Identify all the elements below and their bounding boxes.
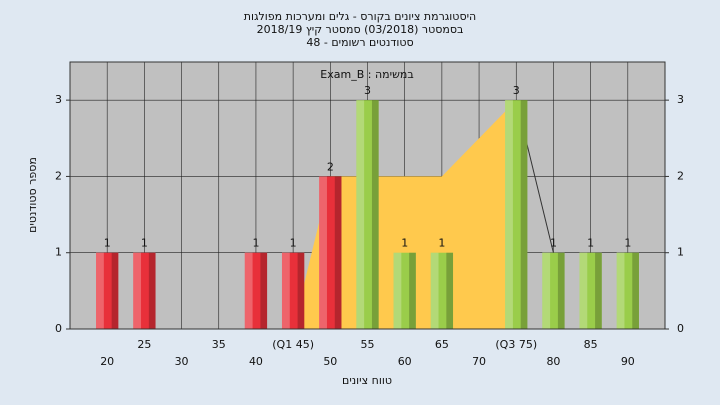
data-label: 1 bbox=[401, 237, 408, 250]
bar bbox=[393, 252, 416, 329]
bar bbox=[244, 252, 268, 329]
y2-tick-label: 3 bbox=[677, 93, 684, 106]
annotation: במשימה : Exam_B bbox=[320, 68, 413, 81]
y-tick-label: 2 bbox=[55, 169, 62, 182]
bar bbox=[96, 252, 119, 329]
x-tick-label: (Q3 75) bbox=[495, 338, 537, 351]
bar bbox=[133, 252, 156, 329]
title-line: בסמסטר (03/2018) סמסטר קיץ 2018/19 bbox=[257, 23, 464, 36]
y-tick-label: 0 bbox=[55, 322, 62, 335]
data-label: 3 bbox=[513, 84, 520, 97]
data-label: 1 bbox=[141, 237, 148, 250]
x-tick-label: 25 bbox=[137, 338, 151, 351]
x-tick-label: 30 bbox=[175, 355, 189, 368]
bar bbox=[281, 252, 305, 329]
x-tick-label: 90 bbox=[621, 355, 635, 368]
y-axis-label: מספר סטודנטים bbox=[26, 157, 39, 233]
bar bbox=[505, 100, 528, 330]
bar bbox=[356, 100, 379, 330]
bar bbox=[319, 176, 342, 329]
data-label: 1 bbox=[438, 237, 445, 250]
title-line: סטודנטים רשומים - 48 bbox=[306, 36, 413, 49]
data-label: 1 bbox=[550, 237, 557, 250]
data-label: 1 bbox=[587, 237, 594, 250]
x-tick-label: 70 bbox=[472, 355, 486, 368]
bar bbox=[542, 252, 565, 329]
data-label: 2 bbox=[327, 160, 334, 173]
data-label: 1 bbox=[104, 237, 111, 250]
y2-tick-label: 2 bbox=[677, 169, 684, 182]
plot-border bbox=[69, 61, 666, 330]
x-tick-label: 65 bbox=[435, 338, 449, 351]
bar bbox=[430, 252, 454, 329]
x-tick-label: 55 bbox=[361, 338, 375, 351]
y2-tick-label: 0 bbox=[677, 322, 684, 335]
area bbox=[293, 100, 517, 330]
x-tick-label: 50 bbox=[323, 355, 337, 368]
y-tick-label: 3 bbox=[55, 93, 62, 106]
data-label: 1 bbox=[252, 237, 259, 250]
data-label: 1 bbox=[290, 237, 297, 250]
x-tick-label: 60 bbox=[398, 355, 412, 368]
y2-tick-label: 1 bbox=[677, 246, 684, 259]
bar bbox=[579, 252, 602, 329]
x-tick-label: 35 bbox=[212, 338, 226, 351]
x-tick-label: 20 bbox=[100, 355, 114, 368]
x-tick-label: 40 bbox=[249, 355, 263, 368]
x-axis-label: טווח ציונים bbox=[342, 374, 392, 387]
y-tick-label: 1 bbox=[55, 246, 62, 259]
x-tick-label: 80 bbox=[546, 355, 560, 368]
x-tick-label: 85 bbox=[584, 338, 598, 351]
bar bbox=[616, 252, 639, 329]
data-label: 1 bbox=[624, 237, 631, 250]
data-label: 3 bbox=[364, 84, 371, 97]
title-line: היסטוגרמת ציונים בקורס - גלים ומערכות מפ… bbox=[244, 10, 476, 23]
x-tick-label: (Q1 45) bbox=[272, 338, 314, 351]
